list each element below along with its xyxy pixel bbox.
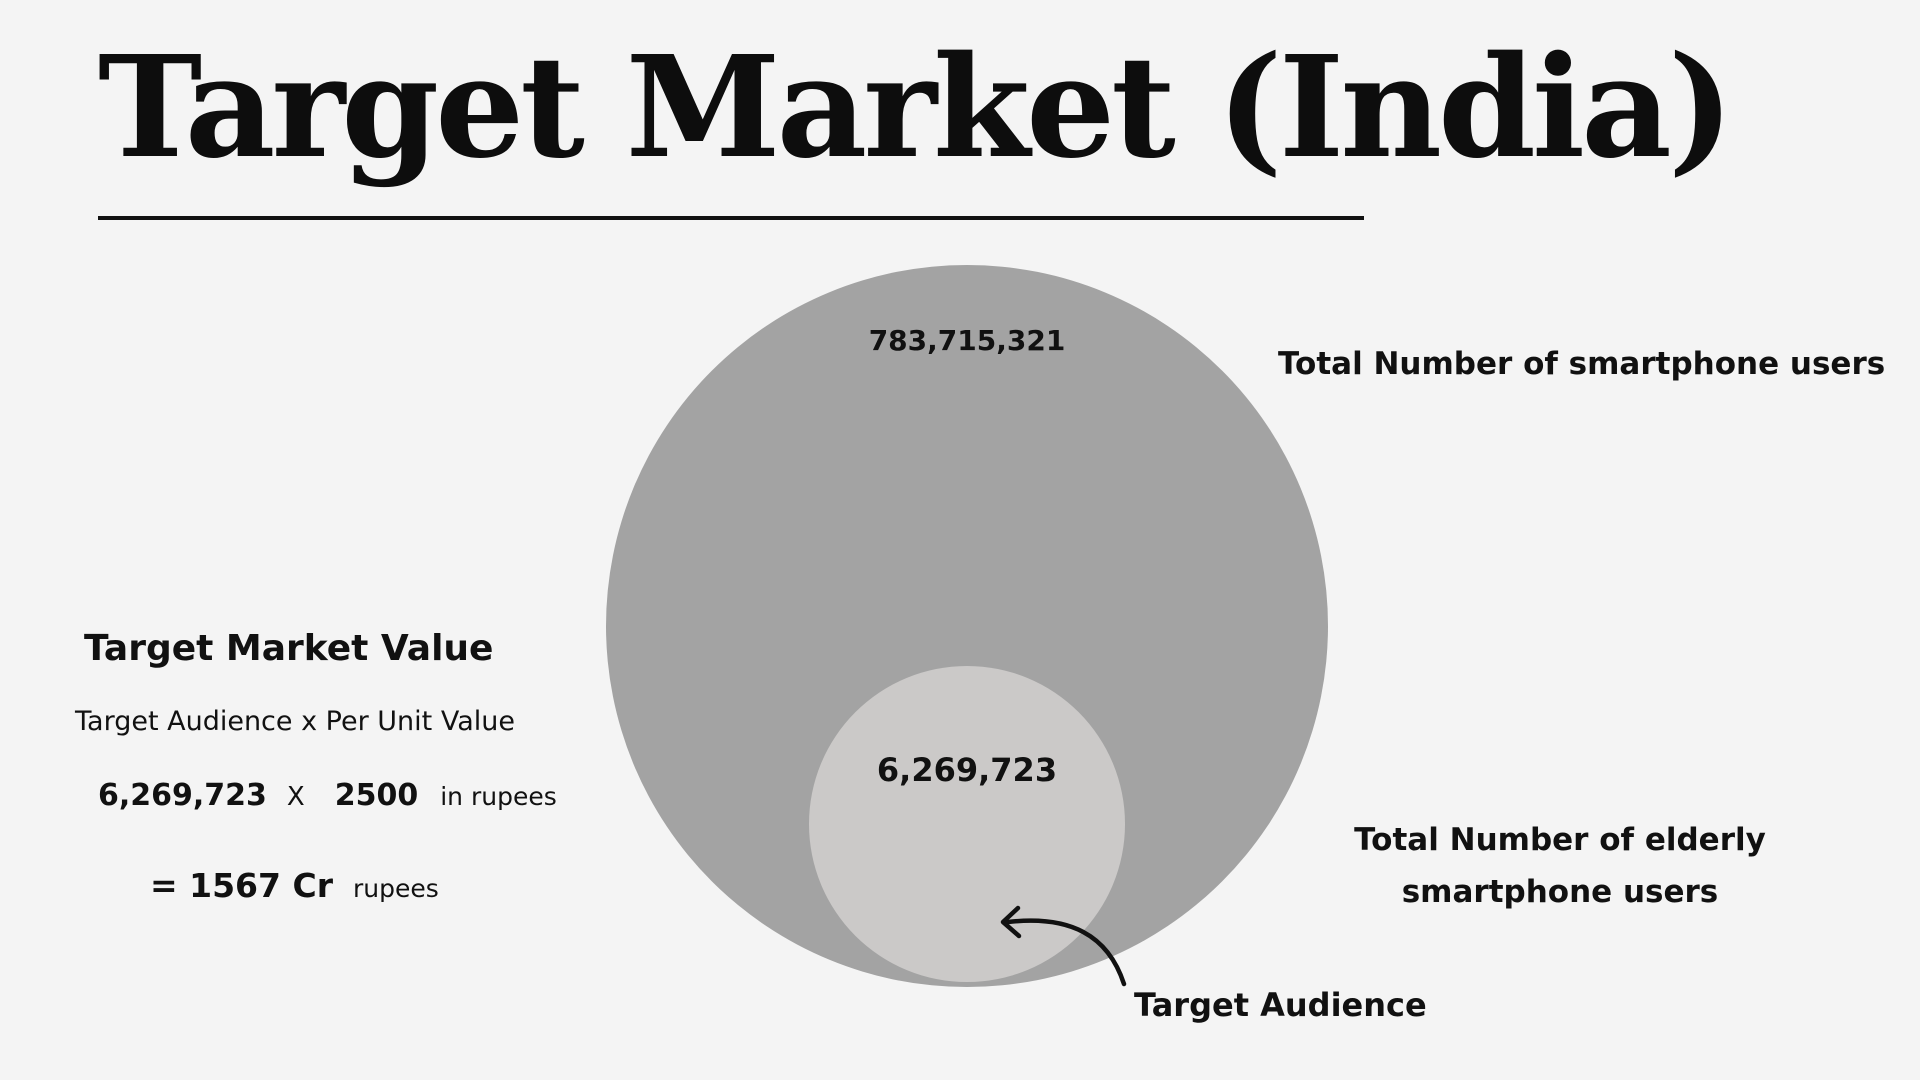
result-amount: = 1567 Cr — [150, 866, 333, 905]
multiply-operator: X — [286, 782, 305, 812]
total-users-value: 783,715,321 — [868, 324, 1066, 357]
total-users-label: Total Number of smartphone users — [1278, 346, 1886, 382]
per-unit-value: 2500 — [334, 778, 419, 813]
target-audience-label: Target Audience — [1134, 986, 1427, 1024]
curved-arrow-icon — [1000, 905, 1127, 987]
title-underline — [98, 216, 1364, 220]
audience-count: 6,269,723 — [98, 778, 267, 813]
elderly-users-label-line2: smartphone users — [1401, 874, 1719, 910]
market-value-calculation: 6,269,723 X 2500 in rupees — [98, 778, 557, 813]
elderly-users-circle — [809, 666, 1125, 982]
elderly-users-label-line1: Total Number of elderly — [1354, 822, 1766, 858]
market-value-result: = 1567 Cr rupees — [150, 866, 439, 905]
market-value-heading: Target Market Value — [84, 628, 494, 669]
elderly-users-label: Total Number of elderly smartphone users — [1330, 814, 1790, 918]
result-currency: rupees — [352, 874, 439, 903]
smartphone-users-circle — [606, 265, 1328, 987]
page-title: Target Market (India) — [98, 26, 1734, 190]
market-value-formula: Target Audience x Per Unit Value — [75, 706, 515, 737]
elderly-users-value: 6,269,723 — [876, 751, 1058, 789]
currency-note: in rupees — [440, 782, 557, 811]
